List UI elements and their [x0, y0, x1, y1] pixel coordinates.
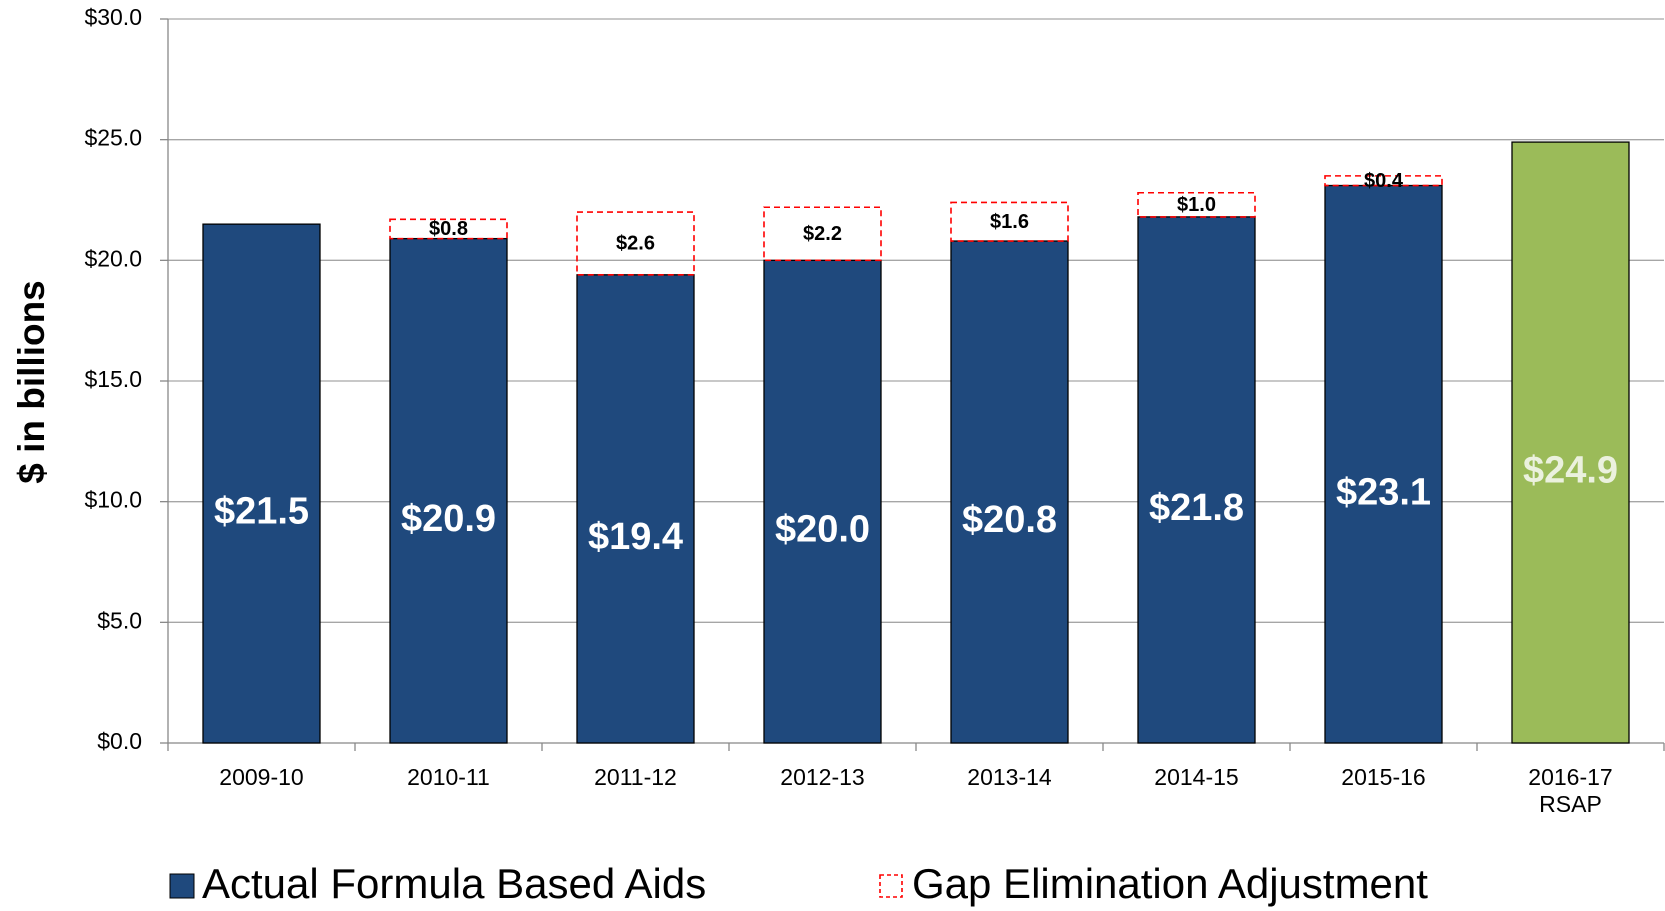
y-tick-label: $0.0 [97, 728, 142, 754]
bar [950, 240, 1069, 744]
bar-label: $21.5 [214, 491, 309, 533]
legend-swatch [169, 873, 195, 899]
gap-label: $2.2 [803, 223, 842, 245]
x-tick-label: 2015-16 [1341, 764, 1426, 790]
x-tick-label: 2012-13 [780, 764, 865, 790]
bar [202, 223, 321, 744]
bar [763, 259, 882, 744]
y-tick-label: $25.0 [84, 125, 142, 151]
x-tick-label: 2013-14 [967, 764, 1052, 790]
y-tick-label: $30.0 [84, 4, 142, 30]
x-tick-label: 2009-10 [219, 764, 304, 790]
bar [1137, 216, 1256, 744]
gap-label: $0.8 [429, 218, 468, 240]
bar [389, 237, 508, 744]
gap-segment [950, 201, 1069, 242]
gap-label: $0.4 [1364, 170, 1404, 192]
bar-label: $20.0 [775, 509, 870, 551]
x-tick-label: 2016-17 RSAP [1528, 764, 1613, 817]
bar-label: $23.1 [1336, 471, 1431, 513]
y-tick-label: $10.0 [84, 487, 142, 513]
gap-segment [389, 218, 508, 240]
y-tick-label: $20.0 [84, 245, 142, 271]
gap-segment [1137, 191, 1256, 218]
y-axis-label: $ in billions [11, 280, 52, 484]
legend-swatch [879, 874, 903, 898]
y-tick-label: $15.0 [84, 366, 142, 392]
bar-label: $20.8 [962, 499, 1057, 541]
x-tick-label: 2011-12 [594, 764, 677, 790]
x-tick-label: 2014-15 [1154, 764, 1239, 790]
gap-segment [763, 206, 882, 262]
legend-label: Actual Formula Based Aids [202, 860, 706, 907]
y-tick-label: $5.0 [97, 607, 142, 633]
bar [1511, 141, 1630, 744]
bar-label: $20.9 [401, 498, 496, 540]
gap-segment [1324, 175, 1443, 187]
gap-label: $1.0 [1177, 194, 1216, 216]
x-tick-label: 2010-11 [407, 764, 490, 790]
bar [1324, 184, 1443, 744]
bar-label: $24.9 [1523, 450, 1618, 492]
bar-label: $21.8 [1149, 487, 1244, 529]
bar-label: $19.4 [588, 516, 683, 558]
legend-label: Gap Elimination Adjustment [912, 860, 1428, 907]
gap-label: $2.6 [616, 233, 655, 255]
gap-label: $1.6 [990, 211, 1029, 233]
bar [576, 274, 695, 744]
